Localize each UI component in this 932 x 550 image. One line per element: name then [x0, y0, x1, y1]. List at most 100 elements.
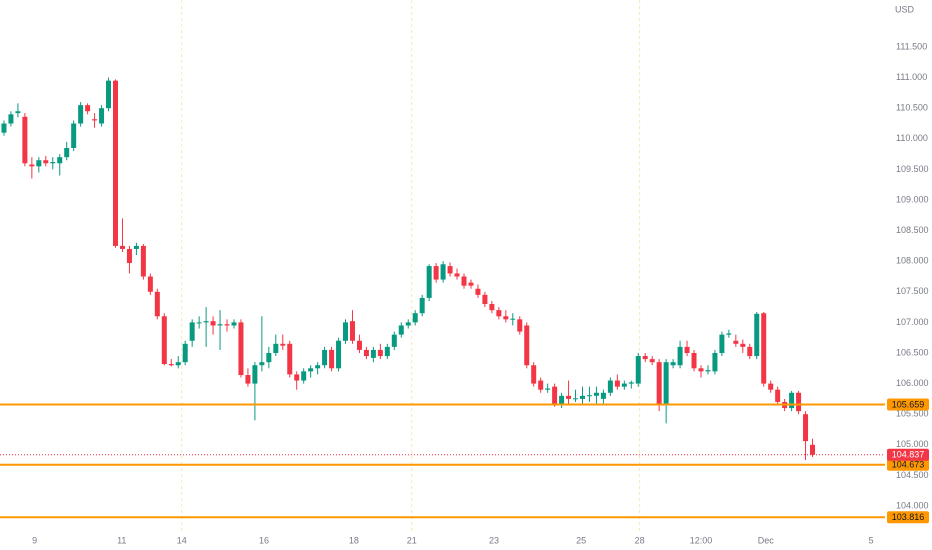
- candle-body: [607, 380, 613, 393]
- candle-body: [119, 245, 125, 249]
- candle-body: [349, 321, 355, 341]
- level-label: 104.673: [892, 460, 925, 470]
- candle-body: [147, 276, 153, 292]
- candle-body: [64, 147, 70, 158]
- candle-body: [538, 380, 544, 390]
- candle-body: [273, 343, 279, 353]
- candle-body: [196, 322, 202, 324]
- candle-body: [579, 395, 585, 399]
- candle-body: [663, 362, 669, 406]
- candle-body: [426, 266, 432, 298]
- candle-body: [182, 343, 188, 363]
- candle-body: [1, 123, 7, 133]
- candle-body: [475, 288, 481, 295]
- candle-body: [231, 322, 237, 326]
- candle-body: [440, 264, 446, 280]
- candle-body: [510, 318, 516, 320]
- candle-body: [419, 297, 425, 314]
- x-tick-label: 18: [349, 535, 359, 545]
- candle-body: [803, 414, 809, 442]
- y-tick-label: 108.500: [896, 225, 929, 235]
- y-tick-label: 111.000: [896, 72, 927, 82]
- candle-body: [29, 164, 35, 167]
- x-tick-label: 23: [489, 535, 499, 545]
- candle-body: [531, 365, 537, 384]
- candle-body: [356, 340, 362, 350]
- level-label-box: [887, 398, 929, 411]
- last-price-box: [887, 448, 929, 461]
- candle-body: [398, 325, 404, 335]
- candle-body: [133, 245, 139, 249]
- candle-body: [552, 386, 558, 406]
- candle-body: [489, 304, 495, 311]
- candle-body: [740, 343, 746, 347]
- candle-body: [189, 322, 195, 341]
- candle-body: [796, 392, 802, 412]
- candle-body: [85, 105, 91, 112]
- candle-body: [586, 395, 592, 397]
- candle-body: [433, 266, 439, 280]
- candle-body: [301, 371, 307, 381]
- candle-body: [754, 313, 760, 357]
- candle-body: [224, 324, 230, 326]
- candle-body: [78, 105, 84, 124]
- candle-body: [294, 374, 300, 381]
- candle-body: [461, 276, 467, 286]
- candle-body: [161, 316, 167, 365]
- y-tick-label: 109.000: [896, 194, 929, 204]
- y-tick-label: 104.500: [896, 470, 929, 480]
- candle-body: [50, 162, 56, 164]
- candle-body: [280, 343, 286, 346]
- y-tick-label: 106.500: [896, 347, 929, 357]
- candle-body: [761, 313, 767, 384]
- candle-body: [691, 352, 697, 369]
- candle-body: [99, 108, 105, 124]
- y-tick-label: 110.000: [896, 133, 928, 143]
- candle-body: [635, 356, 641, 384]
- candle-body: [175, 362, 181, 366]
- candle-body: [384, 346, 390, 357]
- candle-body: [649, 359, 655, 363]
- candle-body: [810, 444, 816, 455]
- candle-body: [287, 343, 293, 375]
- level-label: 103.816: [892, 512, 925, 522]
- candle-body: [545, 388, 551, 390]
- candle-body: [503, 316, 509, 320]
- candle-body: [217, 324, 223, 326]
- x-tick-label: 14: [177, 535, 187, 545]
- candle-body: [391, 334, 397, 347]
- candle-body: [642, 356, 648, 360]
- y-tick-label: 104.000: [896, 500, 929, 510]
- x-tick-label: 5: [869, 535, 874, 545]
- candle-body: [726, 333, 732, 335]
- candle-body: [22, 116, 28, 164]
- candle-body: [684, 346, 690, 353]
- candle-body: [733, 340, 739, 344]
- candle-body: [343, 322, 349, 341]
- x-tick-label: 11: [117, 535, 126, 545]
- candle-body: [789, 392, 795, 409]
- y-tick-label: 107.500: [896, 286, 929, 296]
- candle-body: [600, 392, 606, 399]
- y-tick-label: 111.500: [896, 41, 927, 51]
- candle-body: [628, 382, 634, 384]
- candle-body: [238, 322, 244, 376]
- y-tick-label: 107.000: [896, 317, 929, 327]
- candle-body: [698, 368, 704, 372]
- candle-body: [377, 349, 383, 357]
- candle-body: [454, 273, 460, 277]
- candle-body: [524, 325, 530, 366]
- candle-body: [266, 352, 272, 363]
- candle-body: [245, 375, 251, 384]
- x-tick-label: 25: [576, 535, 586, 545]
- candle-body: [15, 111, 21, 114]
- candle-body: [71, 123, 77, 148]
- level-label-box: [887, 511, 929, 524]
- candle-body: [315, 365, 321, 369]
- candle-body: [517, 319, 523, 332]
- plot-area: [1, 0, 816, 532]
- candle-body: [775, 389, 781, 402]
